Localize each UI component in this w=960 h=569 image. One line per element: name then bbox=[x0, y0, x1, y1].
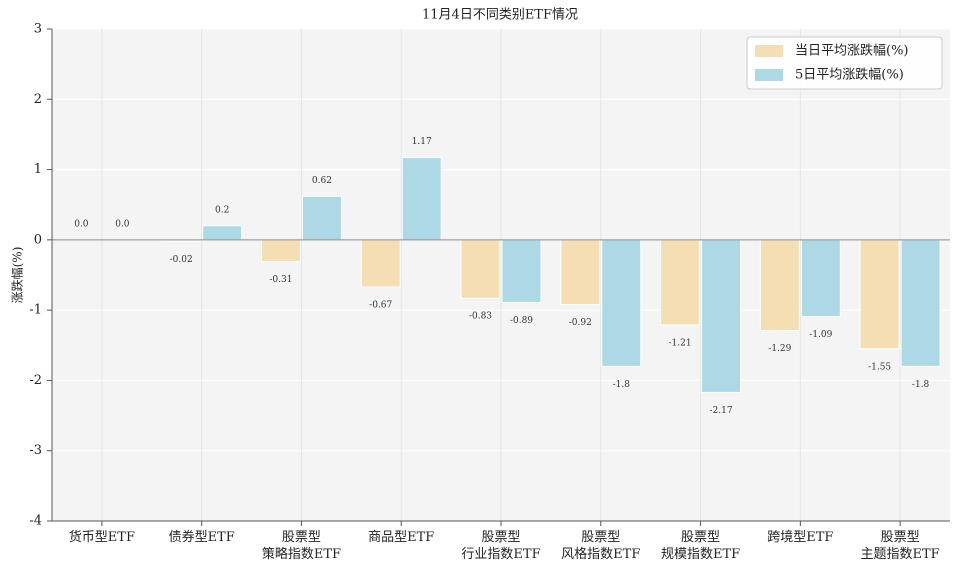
y-tick-label: -4 bbox=[29, 514, 42, 529]
x-tick-label: 债券型ETF bbox=[169, 529, 235, 545]
x-tick-label-line: 股票型 bbox=[481, 530, 520, 545]
legend-label: 当日平均涨跌幅(%) bbox=[795, 43, 909, 59]
value-label: -1.8 bbox=[613, 380, 631, 390]
x-tick-label: 跨境型ETF bbox=[767, 530, 833, 545]
legend-swatch bbox=[755, 69, 783, 81]
bar bbox=[560, 239, 601, 306]
value-label: -0.02 bbox=[170, 255, 193, 265]
x-tick-label: 股票型规模指数ETF bbox=[661, 530, 740, 562]
bar bbox=[660, 239, 701, 326]
value-label: -1.09 bbox=[809, 330, 832, 340]
value-label: -1.21 bbox=[669, 338, 692, 348]
y-tick-label: -1 bbox=[29, 303, 42, 318]
x-tick-label-line: 股票型 bbox=[881, 530, 920, 545]
y-axis-label: 涨跌幅(%) bbox=[10, 247, 25, 304]
x-tick-label: 货币型ETF bbox=[69, 529, 135, 545]
bar bbox=[202, 225, 243, 241]
y-tick-label: -2 bbox=[29, 373, 42, 388]
bar bbox=[301, 195, 342, 241]
x-tick-label-line: 风格指数ETF bbox=[561, 546, 640, 562]
x-tick-label-line: 货币型ETF bbox=[69, 529, 135, 545]
x-tick-label: 股票型行业指数ETF bbox=[461, 530, 540, 562]
x-tick-label-line: 股票型 bbox=[282, 530, 321, 545]
x-tick-label-line: 行业指数ETF bbox=[461, 547, 540, 562]
value-label: 0.0 bbox=[74, 219, 89, 229]
bar bbox=[460, 239, 501, 299]
value-label: -0.83 bbox=[469, 312, 492, 322]
value-label: -1.55 bbox=[868, 362, 891, 372]
x-tick-label: 股票型策略指数ETF bbox=[262, 530, 341, 562]
y-tick-label: 0 bbox=[34, 232, 42, 247]
y-tick-label: 3 bbox=[34, 22, 42, 37]
y-tick-label: 1 bbox=[34, 162, 42, 177]
bar bbox=[701, 239, 742, 393]
bar bbox=[800, 239, 841, 317]
x-tick-label-line: 策略指数ETF bbox=[262, 546, 341, 562]
value-label: 0.0 bbox=[115, 219, 130, 229]
bar bbox=[401, 157, 442, 241]
x-tick-label-line: 规模指数ETF bbox=[661, 547, 740, 562]
value-label: 0.2 bbox=[215, 205, 229, 215]
value-label: -0.67 bbox=[369, 300, 392, 310]
x-tick-label: 股票型风格指数ETF bbox=[561, 530, 640, 562]
legend-label: 5日平均涨跌幅(%) bbox=[795, 67, 904, 83]
y-tick-label: -3 bbox=[29, 443, 42, 458]
y-tick-label: 2 bbox=[34, 92, 42, 107]
x-tick-label-line: 股票型 bbox=[581, 530, 620, 545]
x-tick-label: 商品型ETF bbox=[368, 530, 434, 545]
value-label: -0.31 bbox=[269, 275, 292, 285]
value-label: 1.17 bbox=[412, 137, 432, 147]
bar bbox=[260, 239, 301, 263]
bar bbox=[900, 239, 941, 367]
value-label: -0.92 bbox=[569, 318, 592, 328]
bar bbox=[759, 239, 800, 332]
legend-swatch bbox=[755, 45, 783, 57]
bar bbox=[859, 239, 900, 350]
value-label: -2.17 bbox=[710, 406, 733, 416]
value-label: -1.8 bbox=[912, 380, 930, 390]
x-tick-label: 股票型主题指数ETF bbox=[861, 530, 940, 562]
value-label: -1.29 bbox=[768, 344, 791, 354]
legend-box bbox=[746, 36, 943, 90]
x-tick-label-line: 主题指数ETF bbox=[861, 547, 940, 562]
bar bbox=[360, 239, 401, 288]
bar bbox=[601, 239, 642, 367]
chart-title: 11月4日不同类别ETF情况 bbox=[422, 8, 578, 23]
x-tick-label-line: 跨境型ETF bbox=[767, 530, 833, 545]
bar bbox=[501, 239, 542, 303]
value-label: 0.62 bbox=[312, 176, 332, 186]
value-label: -0.89 bbox=[510, 316, 533, 326]
x-tick-label-line: 股票型 bbox=[681, 530, 720, 545]
x-tick-label-line: 商品型ETF bbox=[368, 530, 434, 545]
x-tick-label-line: 债券型ETF bbox=[169, 529, 235, 545]
